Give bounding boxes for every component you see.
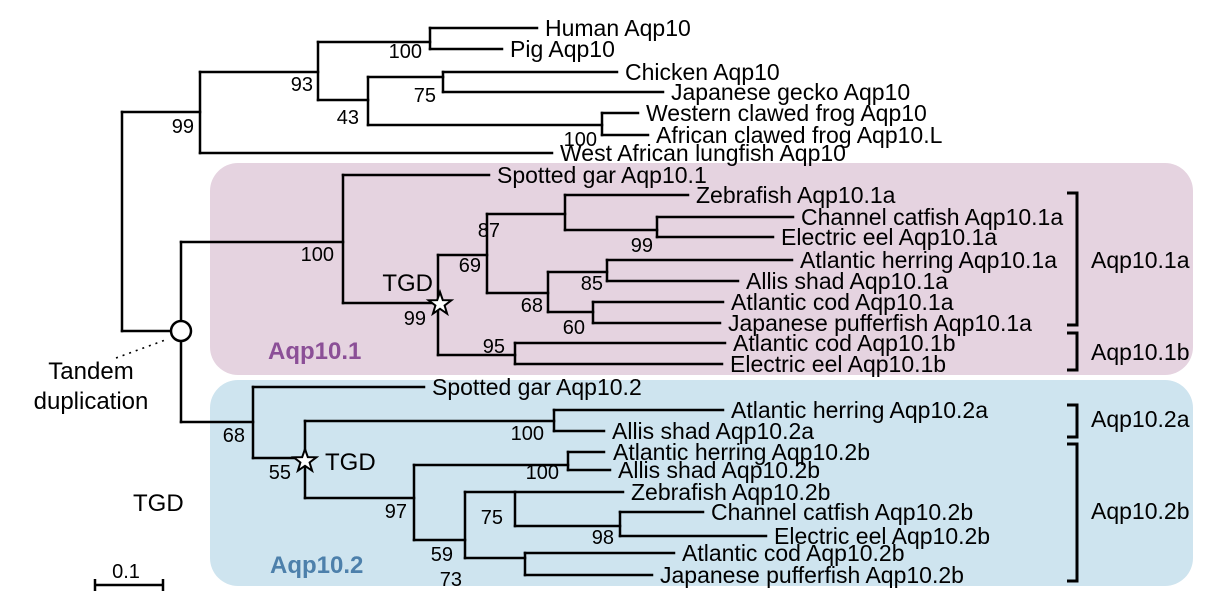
tandem-duplication-label-line1: Tandem [48,358,133,385]
leaf-label: Atlantic herring Aqp10.2b [613,439,870,465]
bootstrap-value: 75 [414,85,436,107]
tgd-star-icon [425,288,455,317]
leaf-label: Chicken Aqp10 [625,59,780,85]
bracket-label: Aqp10.2a [1091,406,1190,432]
tandem-pointer-line [115,338,169,359]
leaf-label: African clawed frog Aqp10.L [656,122,943,148]
leaf-label: Atlantic cod Aqp10.2b [682,540,905,566]
group-bracket [1067,442,1079,583]
bootstrap-value: 100 [389,41,422,63]
leaf-label: Pig Aqp10 [510,36,615,62]
group-bracket [1067,403,1079,439]
bracket-label: Aqp10.1b [1091,339,1189,365]
leaf-label: Allis shad Aqp10.2b [618,457,820,483]
leaf-label: West African lungfish Aqp10 [560,140,846,166]
bootstrap-value: 100 [564,129,597,151]
group-bracket [1067,191,1079,327]
tgd-note-label: TGD [133,490,184,517]
leaf-label: Channel catfish Aqp10.2b [711,499,973,525]
leaf-label: Allis shad Aqp10.1a [746,268,948,294]
leaf-label: Western clawed frog Aqp10 [646,100,927,126]
leaf-label: Electric eel Aqp10.1a [781,224,997,250]
leaf-label: Human Aqp10 [545,15,691,41]
bracket-label: Aqp10.1a [1091,247,1190,273]
leaf-label: Japanese gecko Aqp10 [671,79,910,105]
group-bracket [1067,331,1079,372]
bracket-label: Aqp10.2b [1091,498,1189,524]
leaf-label: Spotted gar Aqp10.2 [432,374,642,400]
bootstrap-value: 60 [563,317,585,339]
bootstrap-value: 55 [269,462,291,484]
leaf-label: Atlantic cod Aqp10.1b [733,330,956,356]
bootstrap-value: 75 [481,507,503,529]
bootstrap-value: 59 [431,544,453,566]
clade-panel-aqp10-2 [210,380,1193,586]
bootstrap-value: 95 [483,336,505,358]
tgd-star-label: TGD [325,449,376,476]
bootstrap-value: 97 [385,501,407,523]
bootstrap-value: 98 [592,527,614,549]
clade-panel-aqp10-1 [210,163,1193,375]
bootstrap-value: 69 [459,255,481,277]
leaf-label: Japanese pufferfish Aqp10.1a [728,310,1032,336]
bootstrap-value: 43 [337,107,359,129]
leaf-label: Allis shad Aqp10.2a [612,418,814,444]
leaf-label: Zebrafish Aqp10.1a [696,182,896,208]
bootstrap-value: 100 [511,423,544,445]
bootstrap-value: 100 [301,244,334,266]
leaf-label: Channel catfish Aqp10.1a [801,204,1063,230]
bootstrap-value: 87 [478,220,500,242]
leaf-label: Atlantic herring Aqp10.2a [731,397,988,423]
tandem-duplication-label-line2: duplication [34,388,149,415]
bootstrap-value: 100 [526,462,559,484]
tandem-duplication-node-icon [169,319,193,343]
bootstrap-value: 99 [631,235,653,257]
bootstrap-value: 68 [521,295,543,317]
leaf-label: Electric eel Aqp10.1b [730,351,946,377]
leaf-label: Atlantic herring Aqp10.1a [800,247,1057,273]
tgd-star-icon [290,445,320,474]
bootstrap-value: 93 [291,74,313,96]
tgd-star-label: TGD [382,270,433,297]
leaf-label: Spotted gar Aqp10.1 [497,162,707,188]
leaf-label: Atlantic cod Aqp10.1a [731,289,954,315]
bootstrap-value: 85 [581,273,603,295]
bootstrap-value: 99 [404,308,426,330]
leaf-label: Japanese pufferfish Aqp10.2b [660,562,964,588]
bootstrap-value: 68 [223,425,245,447]
leaf-label: Zebrafish Aqp10.2b [631,479,830,505]
clade-label-aqp10-1: Aqp10.1 [268,338,361,365]
clade-label-aqp10-2: Aqp10.2 [270,552,363,579]
bootstrap-value: 73 [440,569,462,591]
bootstrap-value: 99 [172,116,194,138]
scale-bar-label: 0.1 [112,561,140,583]
leaf-label: Electric eel Aqp10.2b [774,523,990,549]
